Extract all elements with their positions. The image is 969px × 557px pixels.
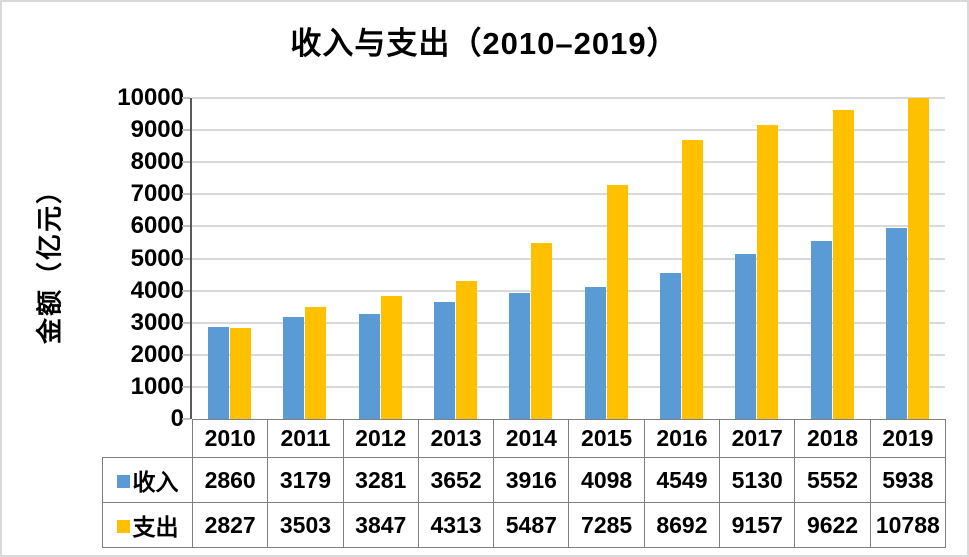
gridline-2000	[192, 353, 945, 356]
bar-expense-2014	[531, 242, 553, 419]
y-tick-label-6000: 6000	[130, 212, 184, 240]
expense-value-cell-2011: 3503	[267, 502, 344, 548]
gridline-1000	[192, 385, 945, 388]
expense-row: 支出 2827 3503 3847 4313 5487 7285 8692 9157 9622 10…	[102, 502, 946, 548]
bar-expense-2017	[757, 125, 779, 419]
bar-income-2018	[810, 240, 832, 419]
expense-value-cell-2018: 9622	[794, 502, 871, 548]
y-tick-mark-2000	[182, 353, 190, 356]
bar-income-2014	[509, 293, 531, 419]
income-value-cell-2015: 4098	[568, 457, 645, 503]
y-tick-label-1000: 1000	[130, 372, 184, 400]
expense-value-cell-2010: 2827	[191, 502, 269, 548]
expense-value-cell-2012: 3847	[342, 502, 419, 548]
bar-income-2017	[735, 254, 757, 419]
year-header-cell-2018: 2018	[794, 419, 871, 458]
bar-expense-2010	[230, 328, 252, 419]
y-tick-label-4000: 4000	[130, 276, 184, 304]
y-tick-label-7000: 7000	[130, 180, 184, 208]
gridline-6000	[192, 225, 945, 228]
y-tick-mark-5000	[182, 257, 190, 260]
y-tick-mark-4000	[182, 289, 190, 292]
y-tick-label-2000: 2000	[130, 340, 184, 368]
gridline-4000	[192, 289, 945, 292]
bar-income-2015	[584, 287, 606, 419]
y-tick-label-8000: 8000	[130, 148, 184, 176]
y-tick-mark-1000	[182, 385, 190, 388]
bar-expense-2016	[681, 140, 703, 419]
income-value-cell-2019: 5938	[869, 457, 946, 503]
expense-legend-swatch	[116, 520, 130, 534]
y-tick-label-9000: 9000	[130, 116, 184, 144]
gridline-8000	[192, 161, 945, 164]
bar-income-2016	[659, 272, 681, 419]
chart-title: 收入与支出（2010–2019）	[290, 26, 679, 61]
expense-series-label: 支出	[132, 514, 179, 540]
year-header-row: 2010 2011 2012 2013 2014 2015 2016 2017 2018 2019	[103, 419, 946, 458]
gridline-5000	[192, 257, 945, 260]
expense-value-cell-2016: 8692	[643, 502, 721, 548]
income-value-cell-2010: 2860	[191, 457, 269, 503]
y-tick-label-0: 0	[170, 405, 184, 432]
expense-value-cell-2017: 9157	[719, 502, 796, 548]
year-header-cell-2013: 2013	[417, 419, 495, 458]
bar-income-2011	[283, 316, 305, 419]
bar-expense-2015	[606, 185, 628, 419]
year-header-cell-2017: 2017	[719, 419, 796, 458]
year-header-cell-2010: 2010	[191, 419, 269, 458]
income-value-cell-2014: 3916	[493, 457, 570, 503]
income-row: 收入 2860 3179 3281 3652 3916 4098 4549 5130 5552 59…	[102, 457, 946, 503]
year-header-cell-2015: 2015	[568, 419, 645, 458]
y-tick-label-5000: 5000	[130, 244, 184, 272]
year-header-cell-2014: 2014	[493, 419, 570, 458]
y-tick-mark-9000	[182, 129, 190, 132]
expense-value-cell-2019: 10788	[869, 502, 946, 548]
income-value-cell-2011: 3179	[267, 457, 344, 503]
income-value-cell-2016: 4549	[643, 457, 721, 503]
expense-value-cell-2014: 5487	[493, 502, 570, 548]
expense-value-cell-2013: 4313	[417, 502, 495, 548]
income-value-cell-2017: 5130	[719, 457, 796, 503]
income-series-label: 收入	[132, 469, 179, 495]
bar-expense-2012	[380, 295, 402, 419]
y-tick-mark-0	[182, 418, 190, 420]
y-tick-mark-10000	[182, 97, 190, 99]
y-tick-mark-7000	[182, 193, 190, 196]
year-header-cell-2019: 2019	[869, 419, 946, 458]
expense-legend-cell: 支出	[102, 502, 193, 548]
bar-expense-2013	[456, 280, 478, 419]
year-header-cell-2011: 2011	[267, 419, 344, 458]
income-value-cell-2012: 3281	[342, 457, 419, 503]
income-value-cell-2013: 3652	[417, 457, 495, 503]
bar-income-2010	[208, 327, 230, 419]
bar-expense-2019	[907, 98, 929, 419]
income-legend-cell: 收入	[102, 457, 193, 503]
y-tick-mark-6000	[182, 225, 190, 228]
bar-income-2013	[434, 301, 456, 419]
bar-expense-2018	[832, 110, 854, 419]
bar-expense-2011	[305, 306, 327, 419]
bar-income-2012	[358, 313, 380, 419]
y-tick-mark-3000	[182, 321, 190, 324]
gridline-7000	[192, 193, 945, 196]
gridline-10000	[192, 97, 945, 99]
year-header-cell-2012: 2012	[342, 419, 419, 458]
gridline-3000	[192, 321, 945, 324]
y-tick-label-3000: 3000	[130, 308, 184, 336]
bar-income-2019	[885, 228, 907, 419]
y-tick-label-10000: 10000	[117, 84, 184, 111]
expense-value-cell-2015: 7285	[568, 502, 645, 548]
year-header-cell-2016: 2016	[643, 419, 721, 458]
gridline-9000	[192, 129, 945, 132]
data-table: 2010 2011 2012 2013 2014 2015 2016 2017 2018 2019…	[102, 419, 946, 548]
income-value-cell-2018: 5552	[794, 457, 871, 503]
y-axis-line	[190, 98, 192, 419]
table-corner-blank	[103, 420, 193, 458]
income-legend-swatch	[116, 475, 130, 489]
plot-area	[182, 97, 945, 420]
y-tick-mark-8000	[182, 161, 190, 164]
